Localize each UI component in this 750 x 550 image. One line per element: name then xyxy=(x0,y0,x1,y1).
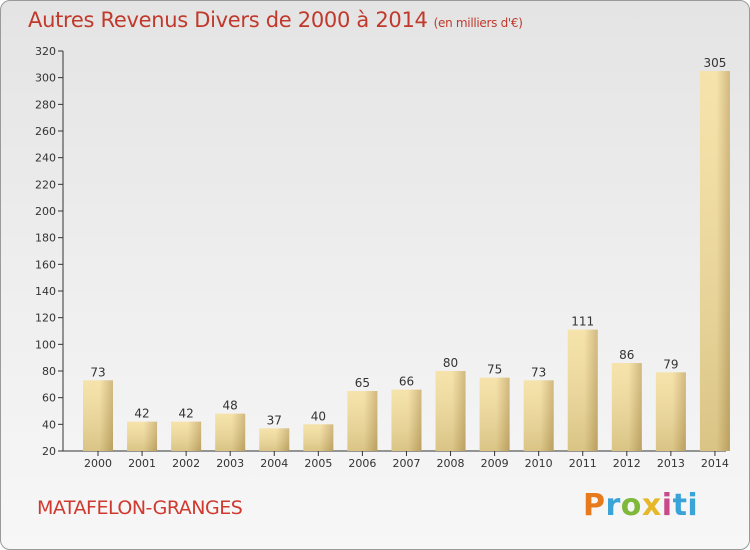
data-label: 80 xyxy=(443,356,458,370)
y-tick-label: 200 xyxy=(35,205,56,218)
bar-shade xyxy=(391,389,422,451)
y-tick-label: 180 xyxy=(35,232,56,245)
logo-letter: P xyxy=(583,488,606,523)
logo-letter: o xyxy=(620,488,642,523)
data-label: 79 xyxy=(663,357,678,371)
bar-shade xyxy=(303,424,334,451)
chart-title: Autres Revenus Divers de 2000 à 2014 (en … xyxy=(28,8,523,32)
x-tick-label: 2007 xyxy=(392,457,420,470)
bar-shade xyxy=(259,428,290,451)
data-label: 66 xyxy=(399,375,414,389)
bar-shade xyxy=(479,377,510,451)
y-tick-label: 220 xyxy=(35,178,56,191)
bar-shade xyxy=(171,421,202,451)
bar-shade xyxy=(699,71,730,451)
x-tick-label: 2011 xyxy=(569,457,597,470)
proxiti-logo: Proxiti xyxy=(583,488,698,523)
y-tick-label: 320 xyxy=(35,45,56,58)
y-tick-label: 20 xyxy=(42,445,56,458)
x-tick-label: 2013 xyxy=(657,457,685,470)
data-label: 73 xyxy=(90,365,105,379)
data-label: 40 xyxy=(311,409,326,423)
x-tick-label: 2008 xyxy=(437,457,465,470)
data-label: 75 xyxy=(487,363,502,377)
y-tick-label: 300 xyxy=(35,72,56,85)
x-tick-label: 2010 xyxy=(525,457,553,470)
y-tick-label: 260 xyxy=(35,125,56,138)
logo-letter: r xyxy=(605,488,621,523)
data-label: 42 xyxy=(134,407,149,421)
y-tick-label: 120 xyxy=(35,312,56,325)
y-tick-label: 140 xyxy=(35,285,56,298)
bar-shade xyxy=(567,329,598,451)
x-tick-label: 2006 xyxy=(348,457,376,470)
x-tick-label: 2005 xyxy=(304,457,332,470)
unit-note: (en milliers d'€) xyxy=(433,16,523,30)
logo-letter: i xyxy=(661,488,673,523)
logo-letter: x xyxy=(641,488,662,523)
data-label: 48 xyxy=(223,399,238,413)
x-tick-label: 2000 xyxy=(84,457,112,470)
bar-shade xyxy=(435,371,466,451)
bar-shade xyxy=(523,380,554,451)
data-label: 86 xyxy=(619,348,634,362)
data-label: 73 xyxy=(531,365,546,379)
x-tick-label: 2001 xyxy=(128,457,156,470)
logo-letter: ti xyxy=(672,488,699,523)
y-tick-label: 40 xyxy=(42,418,56,431)
x-tick-label: 2014 xyxy=(701,457,729,470)
data-label: 42 xyxy=(178,407,193,421)
y-tick-label: 240 xyxy=(35,152,56,165)
x-tick-label: 2002 xyxy=(172,457,200,470)
bar-shade xyxy=(127,421,158,451)
bar-shade xyxy=(215,413,246,451)
bar-shade xyxy=(655,372,686,451)
y-tick-label: 60 xyxy=(42,392,56,405)
x-tick-label: 2009 xyxy=(481,457,509,470)
bar-shade xyxy=(347,391,378,451)
x-tick-label: 2003 xyxy=(216,457,244,470)
chart-title-text: Autres Revenus Divers de 2000 à 2014 xyxy=(28,8,428,32)
y-tick-label: 100 xyxy=(35,338,56,351)
y-tick-label: 160 xyxy=(35,258,56,271)
x-tick-label: 2004 xyxy=(260,457,288,470)
y-tick-label: 80 xyxy=(42,365,56,378)
data-label: 111 xyxy=(571,315,594,329)
bar-shade xyxy=(83,380,113,451)
y-tick-label: 280 xyxy=(35,98,56,111)
data-label: 65 xyxy=(355,376,370,390)
data-label: 305 xyxy=(703,56,726,70)
bar-shade xyxy=(611,363,642,451)
commune-name: MATAFELON-GRANGES xyxy=(37,497,243,519)
x-tick-label: 2012 xyxy=(613,457,641,470)
data-label: 37 xyxy=(267,413,282,427)
